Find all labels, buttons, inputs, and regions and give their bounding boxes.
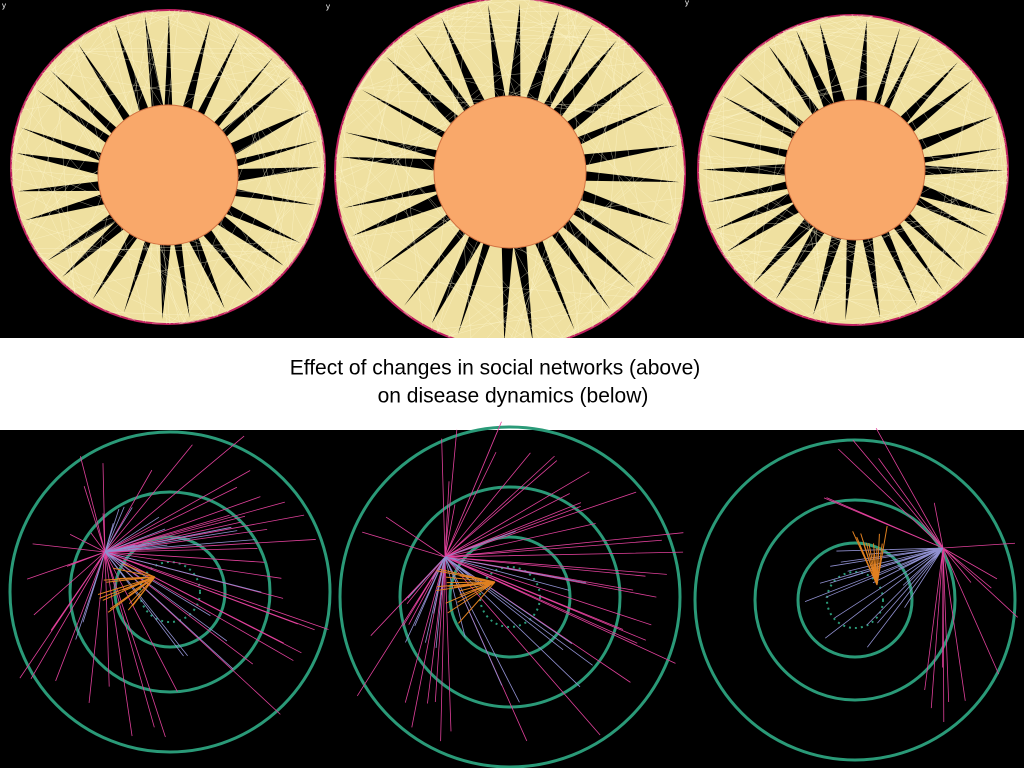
- network-disc: [697, 14, 1009, 326]
- ring: [448, 535, 572, 659]
- infection-links: [823, 427, 1018, 722]
- panel-label: y: [326, 2, 330, 11]
- caption-band: [0, 338, 1024, 430]
- local-links: [97, 563, 156, 613]
- spokes: [341, 3, 680, 343]
- bottom-panel: [0, 430, 1024, 768]
- disease-dynamics-views: [8, 421, 1018, 768]
- panel-label: y: [685, 0, 689, 7]
- inner-ring: [479, 566, 541, 628]
- spokes: [16, 14, 321, 320]
- ring-diagram: [693, 427, 1018, 762]
- contact-links: [75, 506, 262, 670]
- contact-links: [804, 547, 944, 648]
- core: [784, 99, 926, 241]
- local-links: [436, 568, 496, 624]
- social-network-views: [10, 0, 1009, 349]
- core: [97, 104, 239, 246]
- contact-links: [405, 530, 593, 703]
- core: [433, 95, 587, 249]
- panel-label: y: [2, 1, 6, 10]
- network-disc: [10, 9, 326, 325]
- caption-line: on disease dynamics (below): [378, 385, 649, 408]
- inner-ring: [826, 571, 884, 629]
- ring: [398, 485, 622, 709]
- infection-links: [356, 421, 684, 742]
- local-links: [852, 525, 888, 586]
- inner-ring: [139, 561, 201, 623]
- spokes: [702, 20, 1004, 321]
- ring-diagram: [338, 421, 684, 768]
- ring: [796, 541, 914, 659]
- ring: [753, 498, 957, 702]
- network-disc: [334, 0, 686, 349]
- ring: [68, 490, 272, 694]
- ring: [8, 430, 332, 754]
- caption-line: Effect of changes in social networks (ab…: [290, 357, 701, 380]
- ring: [338, 425, 682, 768]
- ring-diagram: [8, 430, 332, 754]
- ring: [693, 438, 1017, 762]
